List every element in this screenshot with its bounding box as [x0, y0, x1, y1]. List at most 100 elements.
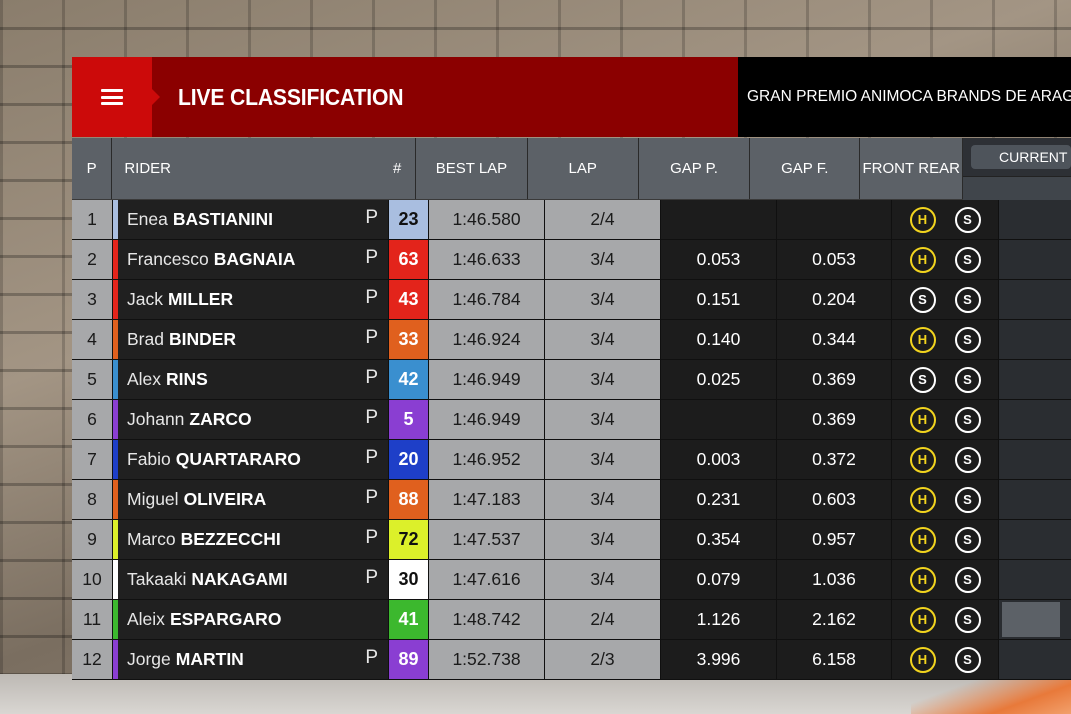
- classification-table: P RIDER # BEST LAP LAP GAP P. GAP F. FRO…: [72, 138, 1071, 680]
- cell-best-lap: 1:52.738: [429, 640, 545, 679]
- cell-gap-p: [661, 200, 777, 239]
- rear-tyre-icon: S: [954, 406, 981, 433]
- rear-tyre-icon: S: [954, 486, 981, 513]
- background-track: [0, 674, 1071, 714]
- rider-last-name: BASTIANINI: [172, 209, 274, 229]
- cell-position: 5: [72, 360, 113, 399]
- pit-indicator: P: [365, 567, 378, 588]
- cell-number: 72: [389, 520, 429, 559]
- event-title: GRAN PREMIO ANIMOCA BRANDS DE ARAGON: [747, 88, 1071, 105]
- cell-position: 7: [72, 440, 113, 479]
- cell-gap-f: 0.372: [777, 440, 892, 479]
- cell-number: 41: [389, 600, 429, 639]
- front-tyre-icon: H: [909, 246, 936, 273]
- rider-last-name: ESPARGARO: [169, 609, 282, 629]
- table-row[interactable]: 12 Jorge MARTIN P 89 1:52.738 2/3 3.996 …: [72, 640, 1071, 680]
- team-color-bar: [113, 320, 118, 359]
- table-body: 1 Enea BASTIANINI P 23 1:46.580 2/4 H S …: [72, 200, 1071, 680]
- cell-position: 6: [72, 400, 113, 439]
- front-tyre-icon: H: [909, 526, 936, 553]
- rear-tyre-icon: S: [954, 446, 981, 473]
- cell-gap-p: 0.151: [661, 280, 777, 319]
- cell-gap-p: 0.231: [661, 480, 777, 519]
- table-row[interactable]: 9 Marco BEZZECCHI P 72 1:47.537 3/4 0.35…: [72, 520, 1071, 560]
- rear-tyre-icon: S: [954, 206, 981, 233]
- rider-first-name: Brad: [127, 329, 164, 349]
- cell-best-lap: 1:46.633: [429, 240, 545, 279]
- cell-tyres: S S: [892, 360, 999, 399]
- pit-indicator: P: [365, 647, 378, 668]
- cell-gap-p: 0.354: [661, 520, 777, 559]
- cell-current: [999, 240, 1071, 279]
- team-color-bar: [113, 360, 118, 399]
- current-tab[interactable]: CURRENT: [971, 145, 1071, 169]
- rider-first-name: Takaaki: [127, 569, 187, 589]
- cell-rider: Aleix ESPARGARO: [113, 600, 389, 639]
- rear-tyre-icon: S: [954, 566, 981, 593]
- rider-first-name: Jorge: [127, 649, 171, 669]
- table-row[interactable]: 5 Alex RINS P 42 1:46.949 3/4 0.025 0.36…: [72, 360, 1071, 400]
- cell-lap: 3/4: [545, 280, 661, 319]
- cell-rider: Enea BASTIANINI P: [113, 200, 389, 239]
- table-row[interactable]: 1 Enea BASTIANINI P 23 1:46.580 2/4 H S: [72, 200, 1071, 240]
- table-row[interactable]: 6 Johann ZARCO P 5 1:46.949 3/4 0.369 H …: [72, 400, 1071, 440]
- rider-last-name: ZARCO: [189, 409, 252, 429]
- table-row[interactable]: 7 Fabio QUARTARARO P 20 1:46.952 3/4 0.0…: [72, 440, 1071, 480]
- cell-gap-f: 0.344: [777, 320, 892, 359]
- team-color-bar: [113, 280, 118, 319]
- table-row[interactable]: 2 Francesco BAGNAIA P 63 1:46.633 3/4 0.…: [72, 240, 1071, 280]
- col-header-gap-p: GAP P.: [638, 138, 751, 199]
- cell-current: [999, 440, 1071, 479]
- team-color-bar: [113, 480, 118, 519]
- cell-lap: 3/4: [545, 320, 661, 359]
- cell-rider: Jack MILLER P: [113, 280, 389, 319]
- rider-last-name: MILLER: [167, 289, 234, 309]
- cell-gap-f: 1.036: [777, 560, 892, 599]
- cell-best-lap: 1:46.924: [429, 320, 545, 359]
- cell-lap: 3/4: [545, 560, 661, 599]
- menu-button[interactable]: [72, 57, 160, 137]
- table-row[interactable]: 8 Miguel OLIVEIRA P 88 1:47.183 3/4 0.23…: [72, 480, 1071, 520]
- cell-current: [999, 400, 1071, 439]
- col-header-number: #: [393, 160, 402, 177]
- cell-tyres: H S: [892, 440, 999, 479]
- hamburger-icon: [101, 89, 123, 105]
- title-area: LIVE CLASSIFICATION: [152, 57, 738, 137]
- cell-gap-f: 0.603: [777, 480, 892, 519]
- cell-tyres: H S: [892, 560, 999, 599]
- team-color-bar: [113, 200, 118, 239]
- pit-indicator: P: [365, 207, 378, 228]
- table-row[interactable]: 3 Jack MILLER P 43 1:46.784 3/4 0.151 0.…: [72, 280, 1071, 320]
- cell-best-lap: 1:46.952: [429, 440, 545, 479]
- team-color-bar: [113, 520, 118, 559]
- cell-tyres: H S: [892, 400, 999, 439]
- cell-gap-p: 0.053: [661, 240, 777, 279]
- rider-first-name: Miguel: [127, 489, 179, 509]
- team-color-bar: [113, 640, 118, 679]
- cell-lap: 2/3: [545, 640, 661, 679]
- cell-rider: Francesco BAGNAIA P: [113, 240, 389, 279]
- cell-number: 33: [389, 320, 429, 359]
- cell-position: 8: [72, 480, 113, 519]
- table-header: P RIDER # BEST LAP LAP GAP P. GAP F. FRO…: [72, 138, 1071, 200]
- rear-tyre-icon: S: [954, 606, 981, 633]
- cell-rider: Alex RINS P: [113, 360, 389, 399]
- cell-number: 63: [389, 240, 429, 279]
- rear-tyre-icon: S: [954, 366, 981, 393]
- table-row[interactable]: 10 Takaaki NAKAGAMI P 30 1:47.616 3/4 0.…: [72, 560, 1071, 600]
- event-banner: GRAN PREMIO ANIMOCA BRANDS DE ARAGON: [738, 57, 1071, 137]
- table-row[interactable]: 11 Aleix ESPARGARO 41 1:48.742 2/4 1.126…: [72, 600, 1071, 640]
- rider-last-name: BEZZECCHI: [180, 529, 281, 549]
- cell-tyres: H S: [892, 200, 999, 239]
- table-row[interactable]: 4 Brad BINDER P 33 1:46.924 3/4 0.140 0.…: [72, 320, 1071, 360]
- cell-tyres: H S: [892, 600, 999, 639]
- front-tyre-icon: H: [909, 406, 936, 433]
- cell-rider: Johann ZARCO P: [113, 400, 389, 439]
- cell-gap-f: 0.053: [777, 240, 892, 279]
- cell-current: [999, 360, 1071, 399]
- cell-current: [999, 520, 1071, 559]
- rider-last-name: OLIVEIRA: [183, 489, 267, 509]
- front-tyre-icon: H: [909, 646, 936, 673]
- rider-first-name: Jack: [127, 289, 163, 309]
- pit-indicator: P: [365, 327, 378, 348]
